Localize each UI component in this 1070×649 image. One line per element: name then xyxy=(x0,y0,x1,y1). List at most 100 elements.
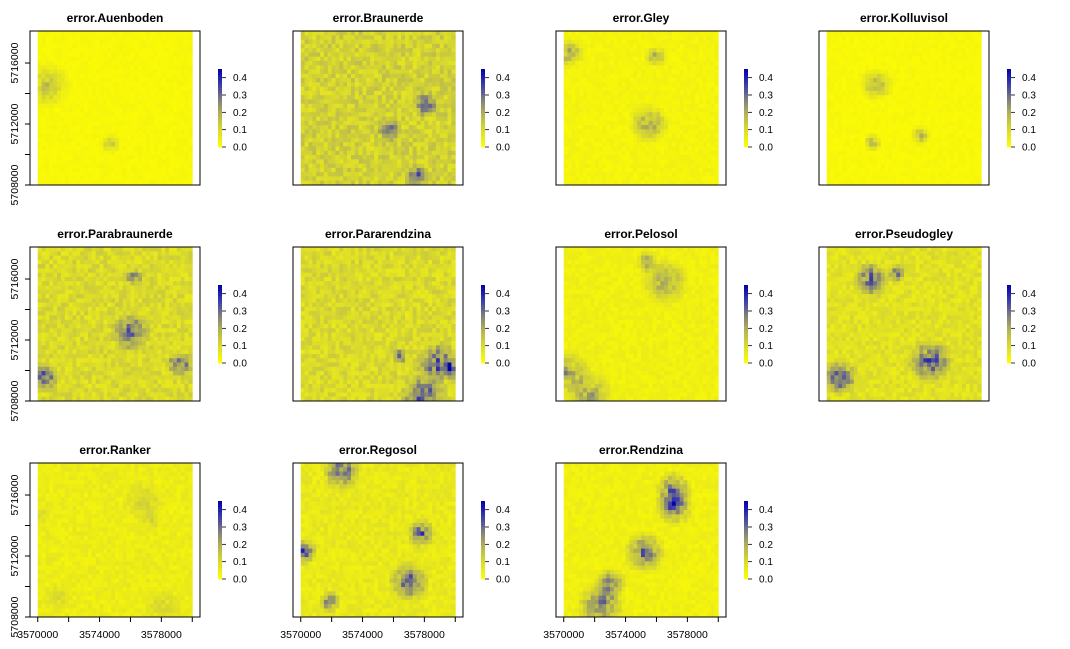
raster-cell xyxy=(591,142,595,147)
raster-cell xyxy=(359,168,363,173)
raster-cell xyxy=(436,82,440,87)
raster-cell xyxy=(45,129,49,134)
raster-cell xyxy=(185,87,189,92)
raster-cell xyxy=(73,99,77,104)
raster-cell xyxy=(386,95,390,100)
raster-cell xyxy=(92,159,96,164)
raster-cell xyxy=(378,155,382,160)
raster-cell xyxy=(664,87,668,92)
raster-cell xyxy=(103,57,107,62)
raster-cell xyxy=(626,91,630,96)
raster-cell xyxy=(637,112,641,117)
raster-cell xyxy=(877,44,881,49)
raster-cell xyxy=(65,164,69,169)
raster-cell xyxy=(676,78,680,83)
raster-cell xyxy=(161,44,165,49)
raster-cell xyxy=(695,31,699,36)
raster-cell xyxy=(595,134,599,139)
legend-swatch xyxy=(744,111,748,114)
raster-cell xyxy=(618,125,622,130)
raster-cell xyxy=(405,129,409,134)
raster-cell xyxy=(61,125,65,130)
raster-cell xyxy=(695,142,699,147)
raster-cell xyxy=(150,65,154,70)
raster-cell xyxy=(413,168,417,173)
raster-cell xyxy=(312,151,316,156)
raster-cell xyxy=(606,159,610,164)
raster-cell xyxy=(637,52,641,57)
raster-cell xyxy=(347,48,351,53)
raster-cell xyxy=(366,61,370,66)
raster-cell xyxy=(401,138,405,143)
raster-cell xyxy=(401,52,405,57)
raster-cell xyxy=(366,138,370,143)
raster-cell xyxy=(668,70,672,75)
raster-cell xyxy=(711,176,715,181)
raster-cell xyxy=(676,65,680,70)
raster-cell xyxy=(76,108,80,113)
raster-cell xyxy=(436,87,440,92)
raster-cell xyxy=(862,44,866,49)
raster-cell xyxy=(877,168,881,173)
raster-cell xyxy=(169,52,173,57)
raster-cell xyxy=(103,117,107,122)
raster-cell xyxy=(312,168,316,173)
raster-cell xyxy=(92,147,96,152)
raster-cell xyxy=(614,82,618,87)
raster-cell xyxy=(680,159,684,164)
raster-cell xyxy=(668,95,672,100)
raster-cell xyxy=(602,65,606,70)
raster-cell xyxy=(869,44,873,49)
raster-cell xyxy=(88,99,92,104)
raster-cell xyxy=(602,104,606,109)
raster-cell xyxy=(366,48,370,53)
raster-cell xyxy=(629,91,633,96)
raster-cell xyxy=(181,155,185,160)
raster-cell xyxy=(660,95,664,100)
raster-cell xyxy=(610,176,614,181)
raster-cell xyxy=(308,134,312,139)
raster-cell xyxy=(363,48,367,53)
raster-cell xyxy=(65,87,69,92)
raster-cell xyxy=(158,147,162,152)
raster-cell xyxy=(614,134,618,139)
raster-cell xyxy=(320,134,324,139)
raster-cell xyxy=(393,65,397,70)
raster-cell xyxy=(432,134,436,139)
raster-cell xyxy=(374,104,378,109)
raster-cell xyxy=(641,147,645,152)
legend-swatch xyxy=(744,137,748,140)
raster-cell xyxy=(386,151,390,156)
raster-cell xyxy=(347,172,351,177)
raster-cell xyxy=(61,65,65,70)
raster-cell xyxy=(711,65,715,70)
raster-cell xyxy=(676,172,680,177)
raster-cell xyxy=(138,91,142,96)
raster-cell xyxy=(92,82,96,87)
raster-cell xyxy=(599,87,603,92)
raster-cell xyxy=(130,82,134,87)
raster-cell xyxy=(181,168,185,173)
raster-cell xyxy=(142,176,146,181)
raster-cell xyxy=(65,104,69,109)
raster-cell xyxy=(614,57,618,62)
raster-cell xyxy=(451,82,455,87)
raster-cell xyxy=(316,31,320,36)
raster-cell xyxy=(564,87,568,92)
raster-cell xyxy=(680,112,684,117)
raster-cell xyxy=(390,151,394,156)
raster-cell xyxy=(614,78,618,83)
raster-cell xyxy=(413,176,417,181)
raster-cell xyxy=(76,74,80,79)
raster-cell xyxy=(711,155,715,160)
raster-cell xyxy=(38,91,42,96)
raster-cell xyxy=(305,147,309,152)
raster-cell xyxy=(591,87,595,92)
raster-cell xyxy=(575,40,579,45)
raster-cell xyxy=(641,125,645,130)
raster-cell xyxy=(409,108,413,113)
raster-cell xyxy=(343,134,347,139)
raster-cell xyxy=(173,57,177,62)
raster-cell xyxy=(165,129,169,134)
raster-cell xyxy=(564,48,568,53)
